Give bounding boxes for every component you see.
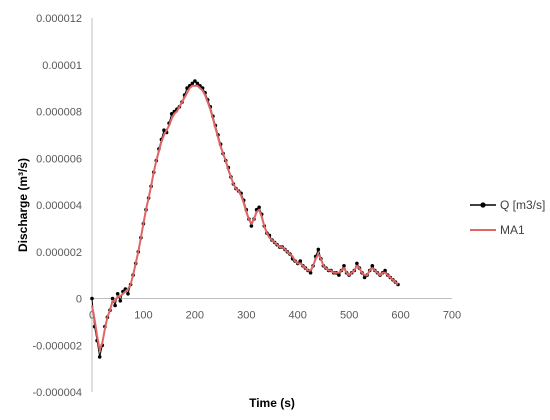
data-point-q — [162, 128, 166, 132]
data-point-q — [90, 296, 94, 301]
axes — [91, 18, 452, 392]
x-tick-labels: 0 100 200 300 400 500 600 700 — [89, 310, 461, 322]
data-point-q — [316, 247, 321, 252]
y-tick-label: -0.000002 — [32, 340, 82, 352]
data-point-q — [249, 224, 254, 228]
data-point-q — [126, 292, 130, 296]
data-point-q — [169, 112, 174, 116]
x-tick-label: 700 — [443, 310, 461, 322]
y-tick-label: 0.000012 — [36, 13, 82, 25]
legend-item-q: Q [m3/s] — [470, 198, 545, 212]
x-tick-label: 600 — [391, 310, 409, 322]
y-tick-label: 0.00001 — [42, 60, 82, 72]
data-point-q — [97, 355, 102, 359]
legend: Q [m3/s] MA1 — [470, 198, 545, 237]
data-point-q — [193, 79, 197, 83]
y-tick-label: 0.000002 — [36, 247, 82, 259]
legend-item-ma1: MA1 — [470, 223, 525, 237]
series-layer — [90, 79, 400, 359]
series-line-ma1 — [91, 84, 399, 351]
legend-label-q: Q [m3/s] — [500, 198, 545, 212]
x-tick-label: 200 — [186, 310, 204, 322]
legend-label-ma1: MA1 — [500, 223, 525, 237]
y-tick-label: 0.000004 — [36, 200, 82, 212]
data-point-q — [115, 292, 120, 296]
data-point-q — [113, 303, 117, 308]
data-point-q — [370, 264, 375, 268]
x-tick-label: 100 — [134, 310, 152, 322]
data-point-q — [195, 81, 200, 86]
y-tick-label: 0.000006 — [36, 153, 82, 165]
x-tick-label: 300 — [237, 310, 255, 322]
data-point-q — [308, 271, 313, 275]
y-tick-label: 0 — [76, 294, 82, 306]
x-tick-label: 500 — [340, 310, 358, 322]
y-axis-title: Discharge (m³/s) — [16, 158, 30, 252]
data-point-q — [383, 268, 387, 273]
y-tick-label: -0.000004 — [32, 387, 82, 399]
y-tick-labels: -0.000004 -0.000002 0 0.000002 0.000004 0.000… — [32, 13, 82, 399]
data-point-q — [337, 273, 341, 277]
data-point-q — [257, 205, 261, 210]
x-tick-label: 0 — [89, 310, 95, 322]
data-point-q — [362, 275, 367, 280]
data-point-q — [110, 296, 115, 301]
x-tick-label: 400 — [289, 310, 307, 322]
data-point-q — [355, 261, 359, 266]
data-point-q — [190, 81, 195, 86]
legend-marker-q — [480, 202, 486, 208]
data-point-q — [118, 299, 123, 303]
y-tick-label: 0.000008 — [36, 107, 82, 119]
x-axis-title: Time (s) — [249, 396, 295, 410]
data-point-q — [185, 86, 189, 90]
data-point-q — [298, 259, 303, 263]
data-point-q — [342, 264, 346, 268]
